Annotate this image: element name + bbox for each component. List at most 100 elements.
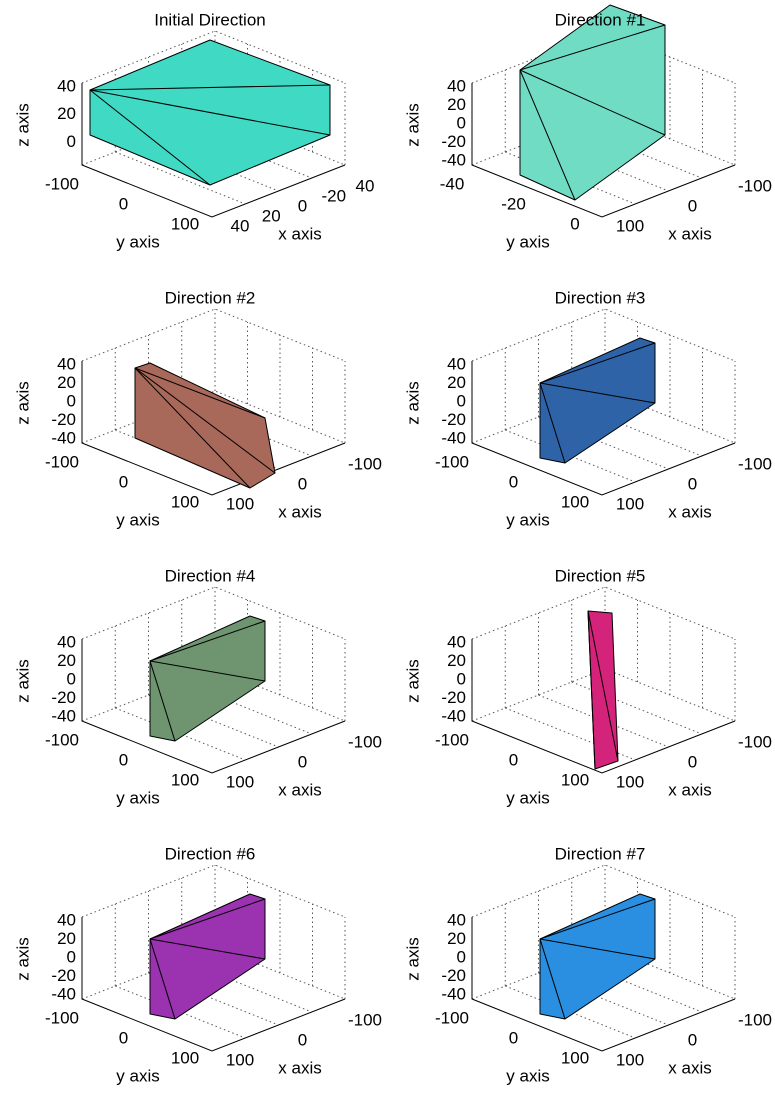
z-tick-label: 0 xyxy=(67,669,76,688)
x-tick-label: -100 xyxy=(738,454,772,473)
y-tick-label: -20 xyxy=(501,194,526,213)
grid-line xyxy=(472,309,735,361)
y-tick-label: 0 xyxy=(509,1028,518,1047)
y-tick-label: 100 xyxy=(171,492,199,511)
y-axis-label: y axis xyxy=(116,232,159,251)
z-tick-label: 20 xyxy=(57,929,76,948)
z-axis-label: z axis xyxy=(13,103,32,146)
grid-line xyxy=(82,309,345,361)
y-axis-label: y axis xyxy=(116,788,159,807)
x-axis-label: x axis xyxy=(668,224,711,243)
z-tick-label: 20 xyxy=(447,373,466,392)
x-axis-label: x axis xyxy=(668,780,711,799)
x-tick-label: 100 xyxy=(616,494,644,513)
x-tick-label: 20 xyxy=(262,206,281,225)
y-axis-label: y axis xyxy=(506,788,549,807)
x-tick-label: 0 xyxy=(298,474,307,493)
z-tick-label: 0 xyxy=(457,113,466,132)
x-tick-label: 40 xyxy=(231,216,250,235)
z-tick-label: 20 xyxy=(447,651,466,670)
x-tick-label: 0 xyxy=(298,752,307,771)
y-tick-label: 0 xyxy=(509,750,518,769)
y-tick-label: 0 xyxy=(119,1028,128,1047)
y-tick-label: 100 xyxy=(171,770,199,789)
z-tick-label: 40 xyxy=(447,910,466,929)
subplot-title: Direction #1 xyxy=(555,10,646,29)
x-tick-label: 100 xyxy=(616,772,644,791)
z-axis-label: z axis xyxy=(403,659,422,702)
x-tick-label: -100 xyxy=(348,454,382,473)
x-axis-label: x axis xyxy=(668,502,711,521)
subplot-title: Direction #2 xyxy=(165,288,256,307)
z-tick-label: 20 xyxy=(57,651,76,670)
y-tick-label: 0 xyxy=(570,214,579,233)
y-axis-label: y axis xyxy=(506,1066,549,1085)
z-tick-label: 40 xyxy=(57,910,76,929)
y-tick-label: -40 xyxy=(440,174,465,193)
z-tick-label: -40 xyxy=(51,706,76,725)
x-tick-label: 0 xyxy=(298,1030,307,1049)
subplot: Direction #1z axisy axisx axis40200-20-4… xyxy=(403,5,772,251)
subplot: Initial Directionz axisy axisx axis40200… xyxy=(13,10,374,251)
z-tick-label: 40 xyxy=(447,76,466,95)
z-tick-label: -20 xyxy=(51,410,76,429)
subplot-title: Direction #5 xyxy=(555,566,646,585)
x-axis-label: x axis xyxy=(278,502,321,521)
x-tick-label: 100 xyxy=(226,1050,254,1069)
x-tick-label: -20 xyxy=(321,186,346,205)
z-tick-label: 40 xyxy=(57,354,76,373)
z-tick-label: -40 xyxy=(51,428,76,447)
page: {"panels": [ {"title": "Initial Directio… xyxy=(0,0,775,1099)
y-tick-label: 0 xyxy=(119,750,128,769)
z-tick-label: -40 xyxy=(441,150,466,169)
x-tick-label: 40 xyxy=(356,176,375,195)
z-tick-label: 0 xyxy=(67,391,76,410)
x-tick-label: 0 xyxy=(688,474,697,493)
y-tick-label: -100 xyxy=(435,452,469,471)
y-tick-label: -100 xyxy=(435,730,469,749)
z-tick-label: 40 xyxy=(447,354,466,373)
y-axis-label: y axis xyxy=(506,232,549,251)
y-tick-label: 100 xyxy=(171,214,199,233)
x-tick-label: -100 xyxy=(738,732,772,751)
z-tick-label: -20 xyxy=(441,410,466,429)
x-tick-label: 100 xyxy=(226,772,254,791)
z-axis-label: z axis xyxy=(403,381,422,424)
x-axis-label: x axis xyxy=(668,1058,711,1077)
x-tick-label: 100 xyxy=(616,216,644,235)
x-axis-label: x axis xyxy=(278,224,321,243)
y-axis-label: y axis xyxy=(116,510,159,529)
y-tick-label: 0 xyxy=(509,472,518,491)
z-tick-label: 20 xyxy=(57,104,76,123)
z-tick-label: 0 xyxy=(67,947,76,966)
y-axis-label: y axis xyxy=(116,1066,159,1085)
grid-line xyxy=(82,865,345,917)
y-tick-label: 100 xyxy=(561,770,589,789)
z-tick-label: 0 xyxy=(457,391,466,410)
y-tick-label: 100 xyxy=(561,492,589,511)
z-tick-label: -40 xyxy=(51,984,76,1003)
grid-line xyxy=(82,587,345,639)
z-tick-label: 40 xyxy=(447,632,466,651)
y-tick-label: 100 xyxy=(561,1048,589,1067)
y-axis-label: y axis xyxy=(506,510,549,529)
subplot: Direction #3z axisy axisx axis40200-20-4… xyxy=(403,288,772,529)
z-tick-label: -20 xyxy=(51,966,76,985)
z-tick-label: 20 xyxy=(57,373,76,392)
z-tick-label: -20 xyxy=(441,688,466,707)
y-tick-label: 0 xyxy=(119,472,128,491)
subplot-title: Direction #7 xyxy=(555,844,646,863)
y-tick-label: -100 xyxy=(435,1008,469,1027)
x-tick-label: 100 xyxy=(226,494,254,513)
z-tick-label: -20 xyxy=(51,688,76,707)
subplot-title: Direction #3 xyxy=(555,288,646,307)
z-axis-label: z axis xyxy=(403,103,422,146)
x-tick-label: -100 xyxy=(738,176,772,195)
z-tick-label: -40 xyxy=(441,706,466,725)
x-tick-label: 100 xyxy=(616,1050,644,1069)
z-tick-label: 20 xyxy=(447,95,466,114)
x-tick-label: 0 xyxy=(298,196,307,215)
